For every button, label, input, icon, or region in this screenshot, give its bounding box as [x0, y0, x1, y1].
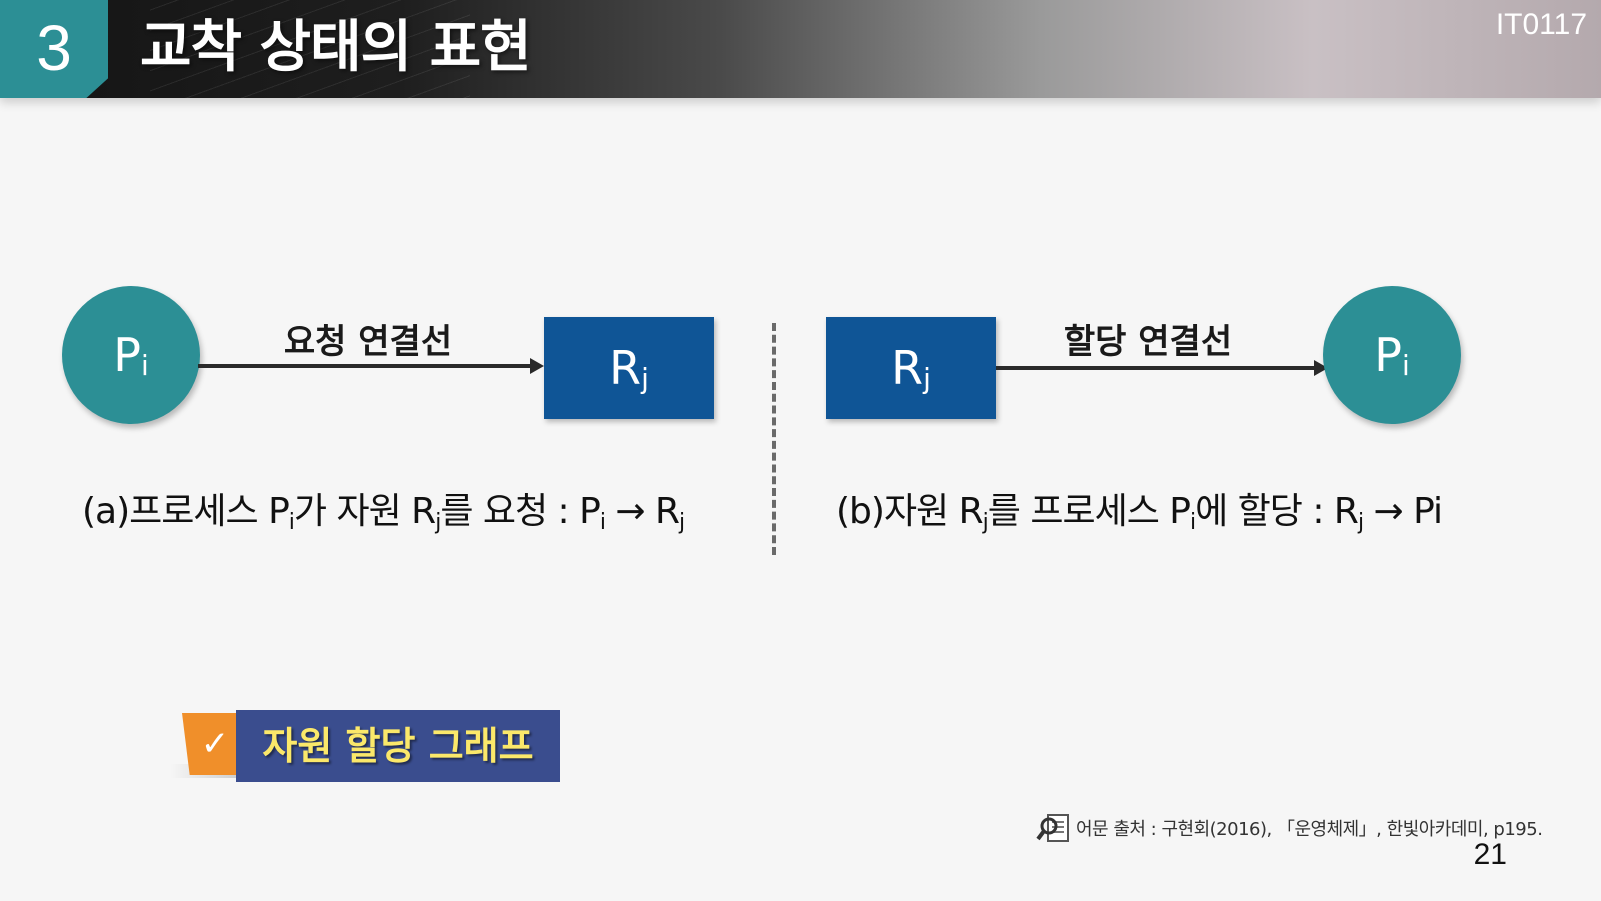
caption-b-subscript: j	[1357, 510, 1364, 535]
section-number: 3	[36, 12, 72, 84]
process-node-a-subscript: i	[140, 349, 149, 382]
header-bar: 3 교착 상태의 표현 IT0117	[0, 0, 1601, 98]
caption-a-subscript: j	[435, 510, 441, 535]
badge-label: 자원 할당 그래프	[262, 724, 534, 768]
header-background-image	[150, 0, 470, 98]
caption-a-part: → R	[604, 491, 680, 532]
section-number-box	[0, 0, 108, 98]
resource-node-a: Rj	[544, 317, 714, 419]
caption-b-part: 를 프로세스 P	[987, 491, 1191, 532]
badge-flag	[182, 713, 246, 775]
request-edge-arrowhead	[530, 358, 544, 374]
caption-a-part: 를 요청 : P	[440, 491, 601, 532]
page-number: 21	[1473, 838, 1507, 871]
source-citation: 어문 출처 : 구현회(2016), 「운영체제」, 한빛아카데미, p195.	[1036, 812, 1543, 844]
page-title: 교착 상태의 표현	[140, 15, 532, 80]
resource-node-a-subscript: j	[641, 362, 649, 395]
caption-b-part: → Pi	[1363, 491, 1444, 532]
caption-a-part: 가 자원 R	[293, 491, 436, 532]
caption-a-subscript: j	[679, 510, 685, 535]
badge-box	[236, 710, 560, 782]
caption-a-part: (a)프로세스 P	[82, 491, 290, 532]
dashed-divider	[772, 323, 776, 555]
resource-node-b-symbol: R	[891, 341, 924, 395]
caption-a: (a)프로세스 Pi가 자원 Rj를 요청 : Pi → Rj	[82, 482, 685, 535]
assignment-edge-label: 할당 연결선	[1063, 322, 1233, 362]
request-edge-line	[198, 364, 530, 368]
process-node-a-symbol: P	[113, 328, 141, 382]
caption-b-subscript: j	[982, 510, 989, 535]
caption-b-part: (b)자원 R	[836, 491, 984, 532]
caption-b: (b)자원 Rj를 프로세스 Pi에 할당 : Rj → Pi	[836, 482, 1444, 535]
magnifier-document-icon	[1036, 814, 1069, 842]
checkmark-icon: ✓	[200, 724, 230, 764]
source-text: 어문 출처 : 구현회(2016), 「운영체제」, 한빛아카데미, p195.	[1076, 819, 1543, 840]
process-node-b: Pi	[1323, 286, 1461, 424]
process-node-b-subscript: i	[1401, 349, 1410, 382]
caption-b-part: 에 할당 : R	[1195, 491, 1359, 532]
course-code: IT0117	[1495, 8, 1587, 41]
process-node-b-symbol: P	[1374, 328, 1402, 382]
assignment-edge-line	[996, 366, 1314, 370]
resource-node-b: Rj	[826, 317, 996, 419]
caption-a-subscript: i	[288, 510, 295, 535]
caption-a-subscript: i	[599, 510, 606, 535]
process-node-a: Pi	[62, 286, 200, 424]
caption-b-subscript: i	[1189, 510, 1196, 535]
request-edge-label: 요청 연결선	[283, 322, 453, 362]
resource-node-b-subscript: j	[923, 362, 931, 395]
resource-node-a-symbol: R	[609, 341, 642, 395]
